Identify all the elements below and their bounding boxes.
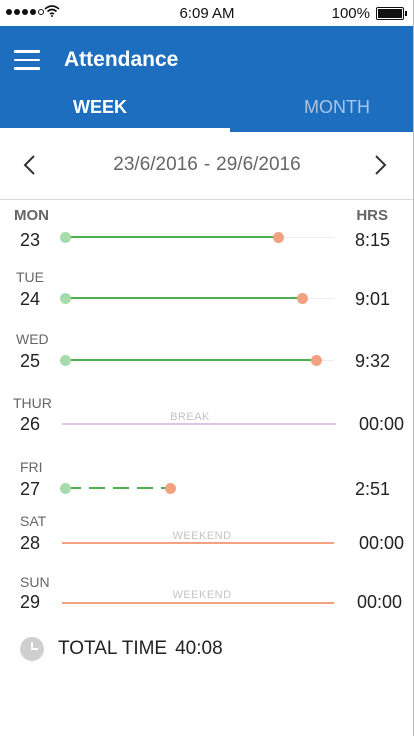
day-row-wed[interactable]: WED 25 9:32 [0,330,414,380]
day-row-tue[interactable]: TUE 24 9:01 [0,267,414,317]
date-range-end: 29/6/2016 [216,154,301,175]
total-time-value: 40:08 [175,638,223,659]
date-range-navigator: 23/6/2016-29/6/2016 [0,132,414,200]
weekend-label: WEEKEND [172,589,232,601]
tab-week[interactable]: WEEK [0,94,230,132]
tab-month-label: MONTH [304,97,370,117]
weekend-line [62,602,334,604]
tab-selected-indicator [0,128,230,132]
day-date: 28 [20,533,41,553]
total-time-label: TOTAL TIME [58,638,168,659]
day-row-fri[interactable]: FRI 27 2:51 [0,457,414,507]
day-name: THUR [13,395,52,411]
worked-line [65,297,303,299]
status-bar: 6:09 AM 100% [0,0,414,26]
start-dot [59,231,71,243]
hamburger-menu-icon[interactable] [14,50,40,70]
day-row-mon[interactable]: 23 8:15 [0,226,414,276]
day-hours: 00:00 [358,533,404,553]
day-row-sun[interactable]: SUN 29 WEEKEND 00:00 [0,573,414,623]
weekend-label: WEEKEND [172,530,232,542]
chevron-right-icon[interactable] [368,154,390,176]
tab-month[interactable]: MONTH [230,94,414,132]
clock-icon [20,637,44,661]
date-range-start: 23/6/2016 [113,154,198,175]
start-dot [59,292,71,304]
end-dot [310,354,322,366]
day-date: 29 [20,592,41,612]
status-time: 6:09 AM [179,5,235,22]
end-dot [272,231,284,243]
worked-line [65,359,317,361]
day-hours: 9:01 [354,289,390,309]
day-row-sat[interactable]: SAT 28 WEEKEND 00:00 [0,512,414,562]
start-dot [59,482,71,494]
date-range-separator: - [203,154,211,175]
break-line [62,423,336,425]
day-name: SAT [20,513,47,529]
start-dot [59,354,71,366]
weekend-line [62,542,334,544]
battery-icon [376,7,407,20]
day-name: FRI [20,459,43,475]
wifi-icon [44,5,60,17]
page-title: Attendance [64,48,179,71]
worked-line [65,236,279,238]
day-name-mon: MON [14,207,49,224]
battery-percent: 100% [331,5,370,22]
day-date: 25 [20,351,41,371]
day-hours: 8:15 [354,230,390,250]
hours-column-header: HRS [356,207,388,224]
day-name: SUN [20,574,50,590]
day-hours: 9:32 [354,351,390,371]
in-progress-line [65,487,171,489]
day-row-thur[interactable]: THUR 26 BREAK 00:00 [0,394,414,444]
tab-week-label: WEEK [73,97,127,117]
signal-strength-icon [6,9,44,15]
app-bar: Attendance WEEK MONTH [0,26,414,132]
day-date: 26 [20,414,41,434]
end-dot [297,292,309,304]
day-date: 24 [20,289,41,309]
end-dot [164,482,176,494]
date-range: 23/6/2016-29/6/2016 [0,154,414,176]
chevron-left-icon[interactable] [20,154,42,176]
day-name: TUE [16,269,44,285]
day-hours: 2:51 [354,479,390,499]
day-hours: 00:00 [356,592,402,612]
day-name: WED [16,331,49,347]
break-label: BREAK [170,411,210,423]
day-date: 23 [20,230,41,250]
day-date: 27 [20,479,41,499]
total-time: TOTAL TIME 40:08 [20,636,223,662]
day-hours: 00:00 [358,414,404,434]
